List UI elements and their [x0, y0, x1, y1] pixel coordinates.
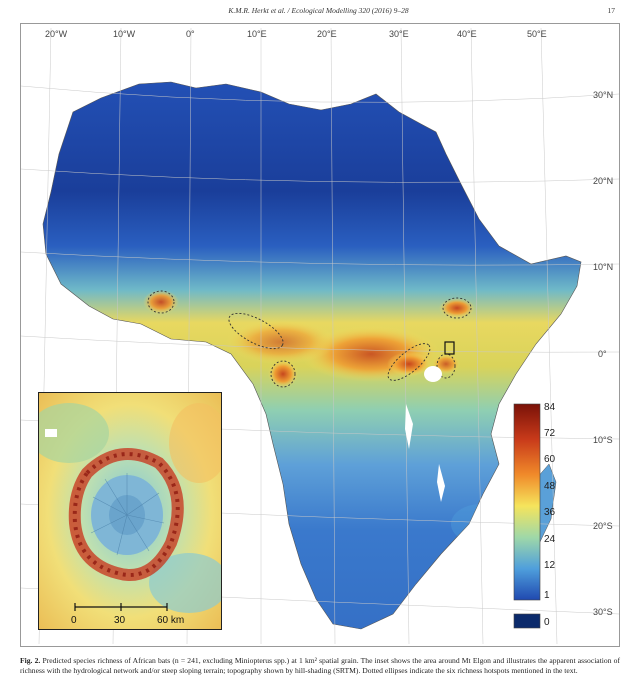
legend-tick-label: 1 — [544, 590, 550, 601]
figure-map: 20°W 10°W 0° 10°E 20°E 30°E 40°E 50°E 30… — [20, 23, 620, 647]
mt-elgon-inset: 0 30 60 km — [38, 392, 222, 630]
scale-label: 60 km — [157, 615, 184, 626]
hotspot-ellipse-gabon — [270, 360, 296, 388]
hotspot-ellipse-cameroon — [228, 312, 284, 350]
latitude-labels: 30°N 20°N 10°N 0° 10°S 20°S 30°S — [593, 90, 613, 617]
scale-bar: 0 30 60 km — [71, 603, 184, 626]
hotspot-ellipse-west-africa — [147, 290, 175, 314]
legend-tick-label: 48 — [544, 481, 556, 492]
lat-label: 20°N — [593, 176, 613, 186]
legend-tick-label: 12 — [544, 560, 556, 571]
caption-text: Predicted species richness of African ba… — [20, 656, 620, 675]
lon-label: 50°E — [527, 29, 547, 39]
lat-label: 10°S — [593, 435, 613, 445]
page-number: 17 — [607, 6, 616, 15]
lat-label: 20°S — [593, 521, 613, 531]
inset-map: 0 30 60 km — [39, 393, 221, 629]
legend-tick-label: 72 — [544, 428, 556, 439]
hotspot-ellipse-ethiopia — [442, 297, 472, 319]
legend-tick-label: 24 — [544, 534, 556, 545]
lon-label: 0° — [186, 29, 195, 39]
lon-label: 30°E — [389, 29, 409, 39]
lon-label: 10°W — [113, 29, 136, 39]
africa-richness-map: 20°W 10°W 0° 10°E 20°E 30°E 40°E 50°E 30… — [21, 27, 619, 645]
journal-citation: K.M.R. Herkt et al. / Ecological Modelli… — [228, 6, 409, 15]
lat-label: 0° — [598, 349, 607, 359]
scale-label: 30 — [114, 615, 126, 626]
lakes — [405, 366, 445, 502]
lon-label: 40°E — [457, 29, 477, 39]
legend-zero-label: 0 — [544, 617, 550, 628]
lon-label: 10°E — [247, 29, 267, 39]
legend-tick-label: 36 — [544, 507, 556, 518]
legend-zero-swatch — [513, 613, 541, 629]
longitude-labels: 20°W 10°W 0° 10°E 20°E 30°E 40°E 50°E — [45, 29, 547, 39]
inset-locator-box — [444, 341, 455, 355]
lat-label: 30°N — [593, 90, 613, 100]
legend-colorbar — [513, 403, 541, 601]
figure-caption: Fig. 2. Predicted species richness of Af… — [20, 656, 620, 676]
inset-water-patch — [45, 429, 57, 437]
scale-label: 0 — [71, 615, 77, 626]
lat-label: 10°N — [593, 262, 613, 272]
legend-tick-label: 84 — [544, 402, 556, 413]
figure-label: Fig. 2. — [20, 656, 41, 665]
running-head: K.M.R. Herkt et al. / Ecological Modelli… — [0, 6, 637, 20]
lat-label: 30°S — [593, 607, 613, 617]
lon-label: 20°E — [317, 29, 337, 39]
richness-legend: 84 72 60 48 36 24 12 1 0 — [513, 402, 556, 629]
hotspot-ellipse-albertine-rift — [387, 343, 431, 381]
lon-label: 20°W — [45, 29, 68, 39]
legend-tick-label: 60 — [544, 454, 556, 465]
